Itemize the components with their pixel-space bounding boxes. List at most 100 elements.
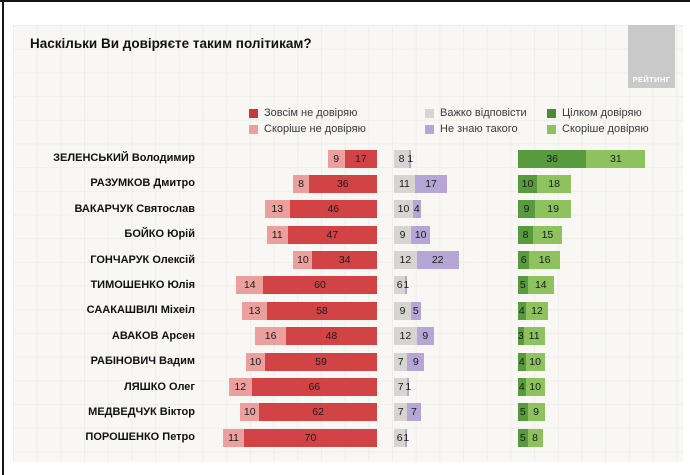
segment-completely-trust: 9: [518, 200, 536, 219]
segment-completely-trust: 5: [518, 428, 528, 447]
segment-hard-to-answer: 10: [394, 200, 413, 219]
neutral-zone: 10 4: [394, 200, 514, 219]
segment-value: 16: [538, 254, 551, 267]
segment-completely-trust: 8: [518, 225, 534, 244]
segment-value: 10: [529, 381, 541, 394]
segment-rather-trust: 11: [523, 327, 545, 346]
chart-row: ГОНЧАРУК Олексій 10 34 12 22 6 16: [13, 248, 683, 273]
segment-rather-trust: 16: [529, 251, 560, 270]
politician-name: ТИМОШЕНКО Юлія: [90, 278, 195, 291]
segment-hard-to-answer: 9: [394, 225, 412, 244]
segment-dont-know: 22: [416, 251, 459, 270]
segment-dont-know: 7: [407, 403, 421, 422]
segment-completely-distrust: 34: [312, 251, 377, 270]
segment-value: 10: [243, 406, 256, 419]
segment-value: 48: [325, 330, 338, 343]
segment-completely-trust: 6: [518, 251, 530, 270]
segment-value: 47: [326, 228, 339, 241]
legend-swatch-rather-distrust: [249, 124, 258, 134]
segment-value: 10: [297, 254, 309, 267]
segment-value: 60: [314, 279, 326, 292]
distrust-zone: 11 70: [195, 428, 377, 447]
segment-completely-trust: 4: [518, 352, 526, 371]
legend-item-completely-trust: Цілком довіряю: [547, 107, 642, 119]
segment-rather-trust: 19: [535, 200, 572, 219]
segment-rather-distrust: 13: [242, 301, 267, 320]
segment-rather-distrust: 8: [293, 174, 309, 193]
chart-row: ЛЯШКО Олег 12 66 7 1 4 10: [13, 375, 683, 400]
segment-value: 4: [518, 355, 525, 368]
segment-value: 6: [396, 431, 403, 444]
segment-value: 9: [533, 406, 539, 419]
segment-dont-know: 5: [411, 301, 421, 320]
politician-name: МЕДВЕДЧУК Віктор: [88, 405, 195, 418]
legend-label: Скоріше довіряю: [562, 123, 649, 135]
segment-rather-trust: 14: [527, 276, 555, 295]
segment-value: 34: [338, 254, 351, 267]
legend-swatch-completely-trust: [547, 108, 556, 118]
segment-value: 16: [264, 330, 277, 343]
trust-zone: 36 31: [518, 149, 683, 168]
segment-completely-distrust: 70: [244, 428, 377, 447]
legend-item-rather-trust: Скоріше довіряю: [547, 123, 649, 135]
segment-value: 10: [529, 355, 541, 368]
trust-zone: 4 10: [518, 352, 683, 371]
segment-rather-trust: 8: [527, 428, 543, 447]
distrust-zone: 8 36: [195, 174, 377, 193]
chart-row: ТИМОШЕНКО Юлія 14 60 6 1 5 14: [13, 273, 683, 298]
legend-swatch-dont-know: [425, 124, 434, 134]
segment-hard-to-answer: 7: [394, 378, 408, 397]
segment-dont-know: 1: [407, 149, 413, 168]
segment-value: 11: [398, 177, 410, 190]
chart-row: ВАКАРЧУК Святослав 13 46 10 4 9 19: [13, 197, 683, 222]
legend-item-rather-distrust: Скоріше не довіряю: [249, 123, 366, 135]
segment-value: 8: [522, 228, 529, 241]
distrust-zone: 16 48: [195, 327, 377, 346]
segment-value: 7: [397, 406, 404, 419]
legend-swatch-hard-to-answer: [425, 108, 434, 118]
segment-value: 10: [414, 228, 427, 241]
segment-value: 6: [520, 254, 527, 267]
legend-label: Цілком довіряю: [562, 107, 642, 119]
politician-name: БОЙКО Юрій: [124, 228, 195, 241]
segment-completely-trust: 5: [518, 276, 528, 295]
distrust-zone: 10 62: [195, 403, 377, 422]
segment-rather-distrust: 11: [266, 225, 288, 244]
trust-zone: 6 16: [518, 251, 683, 270]
segment-rather-distrust: 10: [245, 352, 265, 371]
distrust-zone: 11 47: [195, 225, 377, 244]
chart-title: Наскільки Ви довіряєте таким політикам?: [30, 36, 312, 51]
rating-logo-text: РЕЙТИНГ: [632, 75, 671, 84]
distrust-zone: 10 59: [195, 352, 377, 371]
legend-swatch-completely-distrust: [249, 108, 258, 118]
segment-value: 3: [517, 330, 524, 343]
segment-rather-distrust: 12: [228, 378, 252, 397]
politician-name: РАБІНОВИЧ Вадим: [90, 355, 195, 368]
segment-value: 7: [397, 355, 404, 368]
segment-value: 9: [422, 330, 429, 343]
politician-name: ПОРОШЕНКО Петро: [85, 431, 195, 444]
segment-completely-distrust: 66: [251, 378, 377, 397]
politician-name: АВАКОВ Арсен: [111, 329, 195, 342]
segment-hard-to-answer: 6: [394, 428, 406, 447]
segment-value: 12: [531, 304, 543, 317]
segment-value: 10: [249, 355, 262, 368]
segment-value: 18: [548, 177, 560, 190]
segment-dont-know: 9: [407, 352, 425, 371]
segment-dont-know: 4: [413, 200, 421, 219]
distrust-zone: 13 58: [195, 301, 377, 320]
segment-value: 5: [519, 431, 526, 444]
neutral-zone: 12 9: [394, 327, 514, 346]
segment-value: 10: [397, 203, 410, 216]
legend-label: Не знаю такого: [440, 123, 518, 135]
frame-top-line: [0, 0, 690, 2]
segment-completely-distrust: 17: [344, 149, 377, 168]
segment-value: 12: [399, 330, 412, 343]
segment-dont-know: 1: [405, 378, 411, 397]
segment-completely-distrust: 47: [287, 225, 377, 244]
segment-rather-distrust: 13: [264, 200, 290, 219]
